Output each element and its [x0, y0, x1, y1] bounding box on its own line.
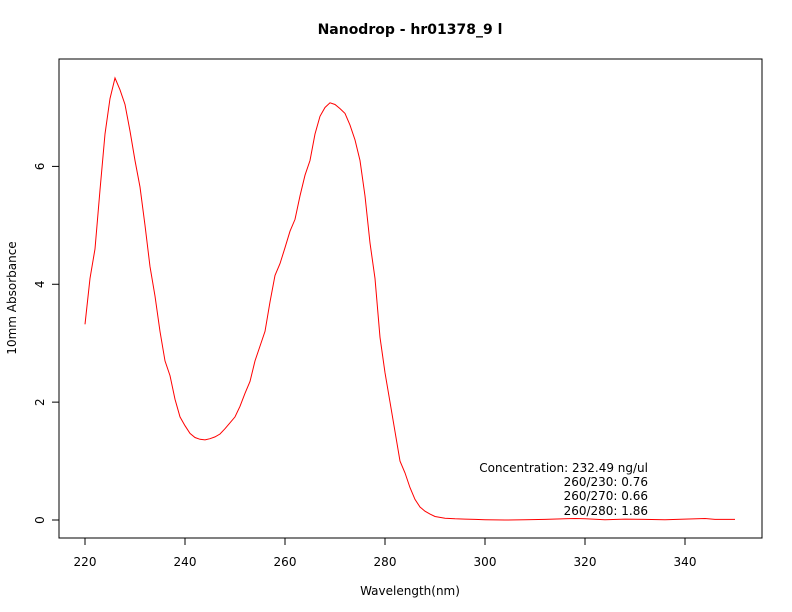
ratio-260-280-annotation: 260/280: 1.86	[564, 504, 648, 518]
x-tick-label: 240	[174, 555, 197, 569]
x-tick-label: 260	[274, 555, 297, 569]
y-tick-label: 4	[33, 280, 47, 288]
y-axis-label: 10mm Absorbance	[5, 241, 19, 354]
annotations: Concentration: 232.49 ng/ul 260/230: 0.7…	[479, 461, 648, 518]
ratio-260-270-annotation: 260/270: 0.66	[564, 489, 648, 503]
x-tick-label: 220	[74, 555, 97, 569]
y-axis: 0 2 4 6	[33, 163, 60, 524]
x-tick-label: 300	[474, 555, 497, 569]
concentration-annotation: Concentration: 232.49 ng/ul	[479, 461, 648, 475]
x-tick-label: 320	[574, 555, 597, 569]
y-tick-label: 6	[33, 163, 47, 171]
absorbance-series-line	[84, 76, 735, 521]
chart-title: Nanodrop - hr01378_9 l	[318, 22, 503, 38]
x-axis-label: Wavelength(nm)	[360, 584, 460, 598]
y-tick-label: 2	[33, 398, 47, 406]
y-tick-label: 0	[33, 516, 47, 524]
plot-frame	[58, 58, 763, 539]
x-tick-label: 340	[674, 555, 697, 569]
x-tick-label: 280	[374, 555, 397, 569]
ratio-260-230-annotation: 260/230: 0.76	[564, 475, 648, 489]
x-axis: 220 240 260 280 300 320 340	[74, 537, 697, 569]
